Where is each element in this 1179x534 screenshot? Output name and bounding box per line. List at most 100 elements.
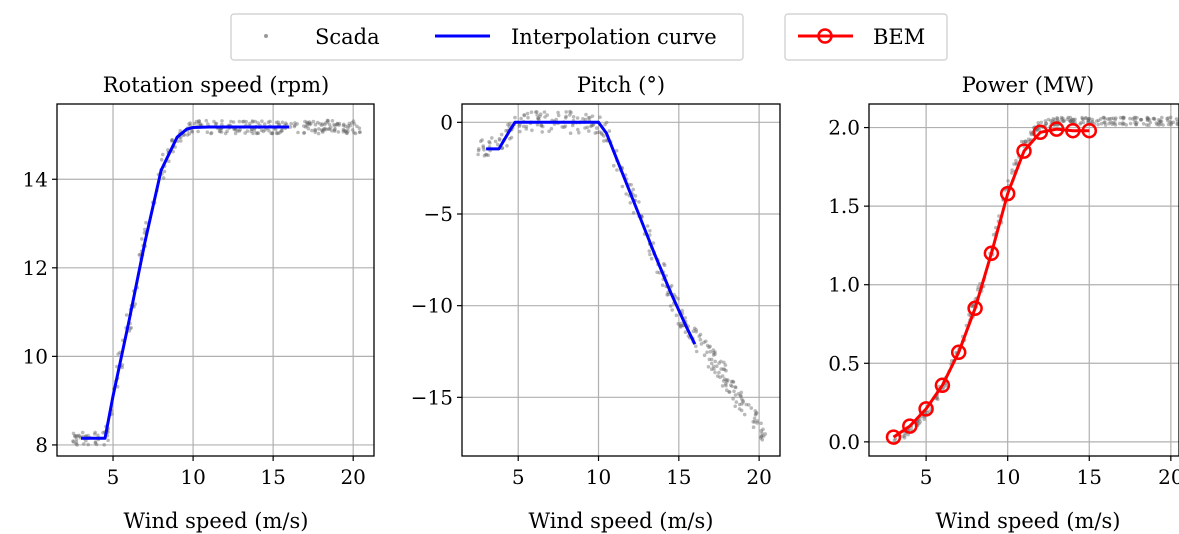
scada-point (329, 125, 333, 130)
scada-point (1095, 119, 1099, 123)
scada-point (760, 437, 765, 442)
scada-point (670, 308, 674, 312)
y-tick-label: 8 (35, 433, 48, 457)
scada-point (1103, 116, 1107, 121)
scada-point (322, 127, 326, 131)
scada-point (713, 370, 717, 375)
bem-marker (1081, 122, 1098, 139)
scada-point (518, 129, 522, 134)
scada-point (499, 132, 504, 137)
scada-point (253, 119, 258, 124)
scada-point (497, 138, 502, 142)
scada-point (1044, 121, 1049, 126)
scada-point (1175, 122, 1179, 126)
scada-point (702, 353, 707, 358)
scada-point (1122, 121, 1126, 126)
scada-point (170, 138, 174, 142)
scada-point (263, 128, 267, 132)
scada-point (1012, 162, 1016, 166)
scada-point (595, 130, 600, 135)
legend-bem-group: BEM (784, 13, 948, 61)
scada-point (1106, 117, 1110, 121)
scada-point (538, 114, 542, 119)
scada-point (319, 123, 324, 127)
scada-point (547, 129, 551, 134)
scada-point (724, 378, 729, 382)
x-tick-label: 20 (340, 465, 365, 489)
bem-marker (950, 344, 967, 361)
scada-point (1152, 117, 1157, 121)
scada-point (1114, 116, 1118, 120)
x-tick-label: 20 (746, 465, 771, 489)
scada-point (341, 127, 346, 132)
scada-point (590, 114, 595, 118)
scada-point (730, 384, 734, 389)
x-tick-label: 10 (180, 465, 205, 489)
scada-point (705, 350, 709, 355)
scada-point (1168, 115, 1173, 120)
x-tick-label: 20 (1158, 465, 1179, 489)
scada-point (600, 132, 604, 137)
scada-point (629, 183, 633, 187)
scada-point (711, 350, 716, 355)
scada-point (593, 131, 598, 135)
scada-point (723, 363, 728, 367)
scada-point (720, 374, 725, 378)
scada-point (538, 112, 543, 116)
scada-point (75, 434, 79, 438)
scada-point (1147, 118, 1152, 122)
scada-point (1061, 119, 1065, 123)
scada-point (343, 129, 348, 133)
scada-point (505, 144, 509, 148)
scada-point (719, 367, 723, 371)
scada-point (1124, 123, 1128, 127)
scada-point (624, 192, 628, 196)
scada-point (1110, 122, 1115, 127)
scada-point (1029, 132, 1034, 137)
scada-point (604, 120, 609, 125)
scada-point (214, 121, 219, 126)
scada-point (554, 117, 558, 122)
panel-title-power: Power (MW) (962, 73, 1095, 97)
scada-point (1059, 115, 1064, 120)
scada-point (74, 442, 78, 446)
scada-point (724, 383, 728, 388)
scada-point (316, 131, 321, 136)
scada-point (1026, 137, 1031, 141)
scada-point (1071, 118, 1076, 122)
scada-point (755, 419, 759, 423)
scada-point (760, 434, 764, 438)
scada-point (81, 442, 86, 446)
scada-point (721, 379, 726, 383)
scada-point (726, 378, 730, 382)
scada-point (1068, 119, 1072, 123)
scada-point (1131, 117, 1135, 121)
scada-point (234, 128, 238, 132)
scada-point (1146, 116, 1150, 121)
scada-point (539, 123, 544, 128)
scada-point (1141, 122, 1146, 126)
scada-point (315, 120, 320, 125)
scada-point (718, 375, 722, 380)
scada-point (902, 436, 907, 440)
scada-point (311, 119, 316, 124)
scada-point (1078, 122, 1082, 126)
scada-point (306, 121, 311, 125)
scada-point (737, 407, 742, 411)
scada-point (1051, 117, 1056, 121)
scada-point (1139, 118, 1144, 122)
scada-point (1070, 120, 1074, 124)
scada-point (944, 384, 948, 388)
scada-point (676, 297, 680, 301)
scada-point (602, 134, 606, 138)
x-tick-label: 10 (586, 465, 611, 489)
scada-point (722, 360, 726, 365)
scada-point (668, 304, 673, 308)
scada-point (320, 122, 325, 126)
scada-point (481, 145, 486, 150)
scada-point (1023, 139, 1028, 144)
scada-point (344, 131, 349, 135)
scada-point (571, 115, 576, 119)
scada-point (521, 124, 526, 129)
